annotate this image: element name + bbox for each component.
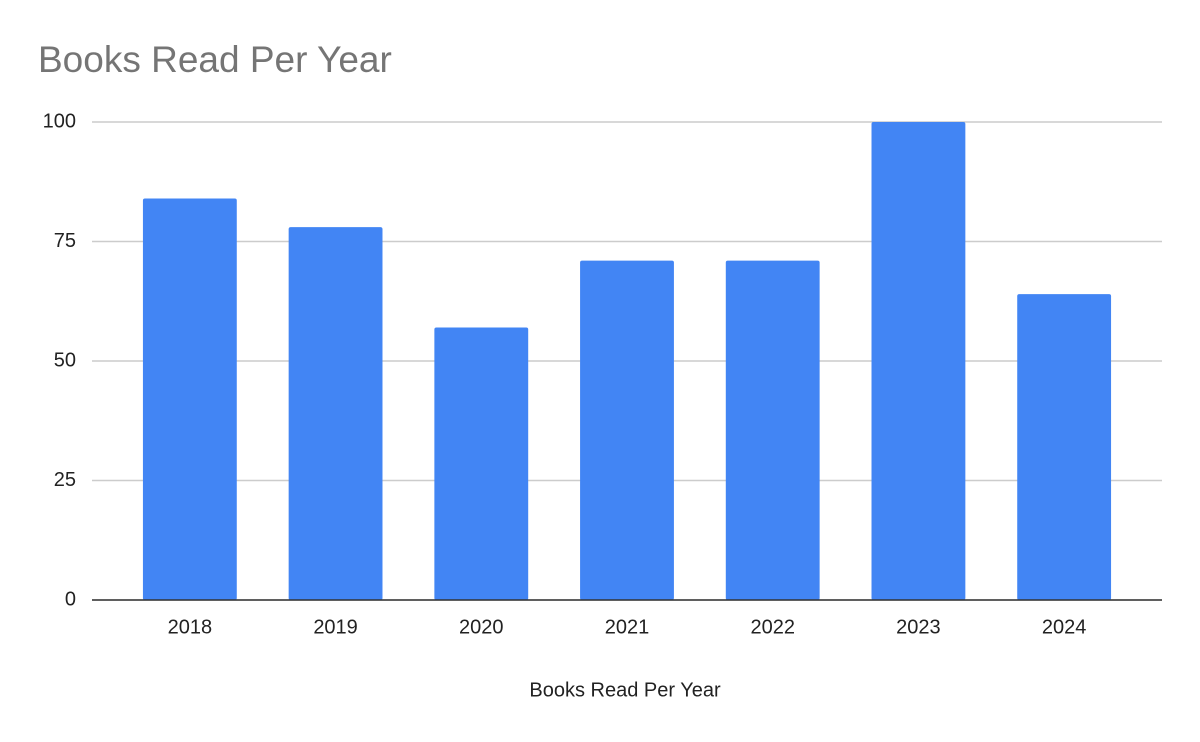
x-tick-label: 2018 bbox=[168, 616, 213, 638]
chart-title: Books Read Per Year bbox=[38, 39, 392, 80]
y-tick-label: 75 bbox=[54, 230, 76, 252]
bar bbox=[142, 198, 237, 601]
x-axis-title: Books Read Per Year bbox=[529, 679, 721, 701]
y-tick-label: 25 bbox=[54, 469, 76, 491]
x-tick-label: 2020 bbox=[459, 616, 504, 638]
bar bbox=[580, 260, 674, 600]
y-tick-label: 50 bbox=[54, 349, 76, 371]
bar bbox=[871, 122, 966, 600]
bar bbox=[434, 327, 529, 600]
y-tick-label: 100 bbox=[43, 110, 76, 132]
bar bbox=[288, 227, 383, 600]
x-tick-label: 2024 bbox=[1042, 616, 1087, 638]
x-tick-label: 2023 bbox=[896, 616, 941, 638]
x-tick-label: 2019 bbox=[313, 616, 358, 638]
y-tick-label: 0 bbox=[65, 588, 76, 610]
bar bbox=[725, 260, 820, 600]
bar bbox=[1017, 294, 1112, 600]
x-tick-label: 2021 bbox=[605, 616, 650, 638]
x-tick-label: 2022 bbox=[750, 616, 795, 638]
